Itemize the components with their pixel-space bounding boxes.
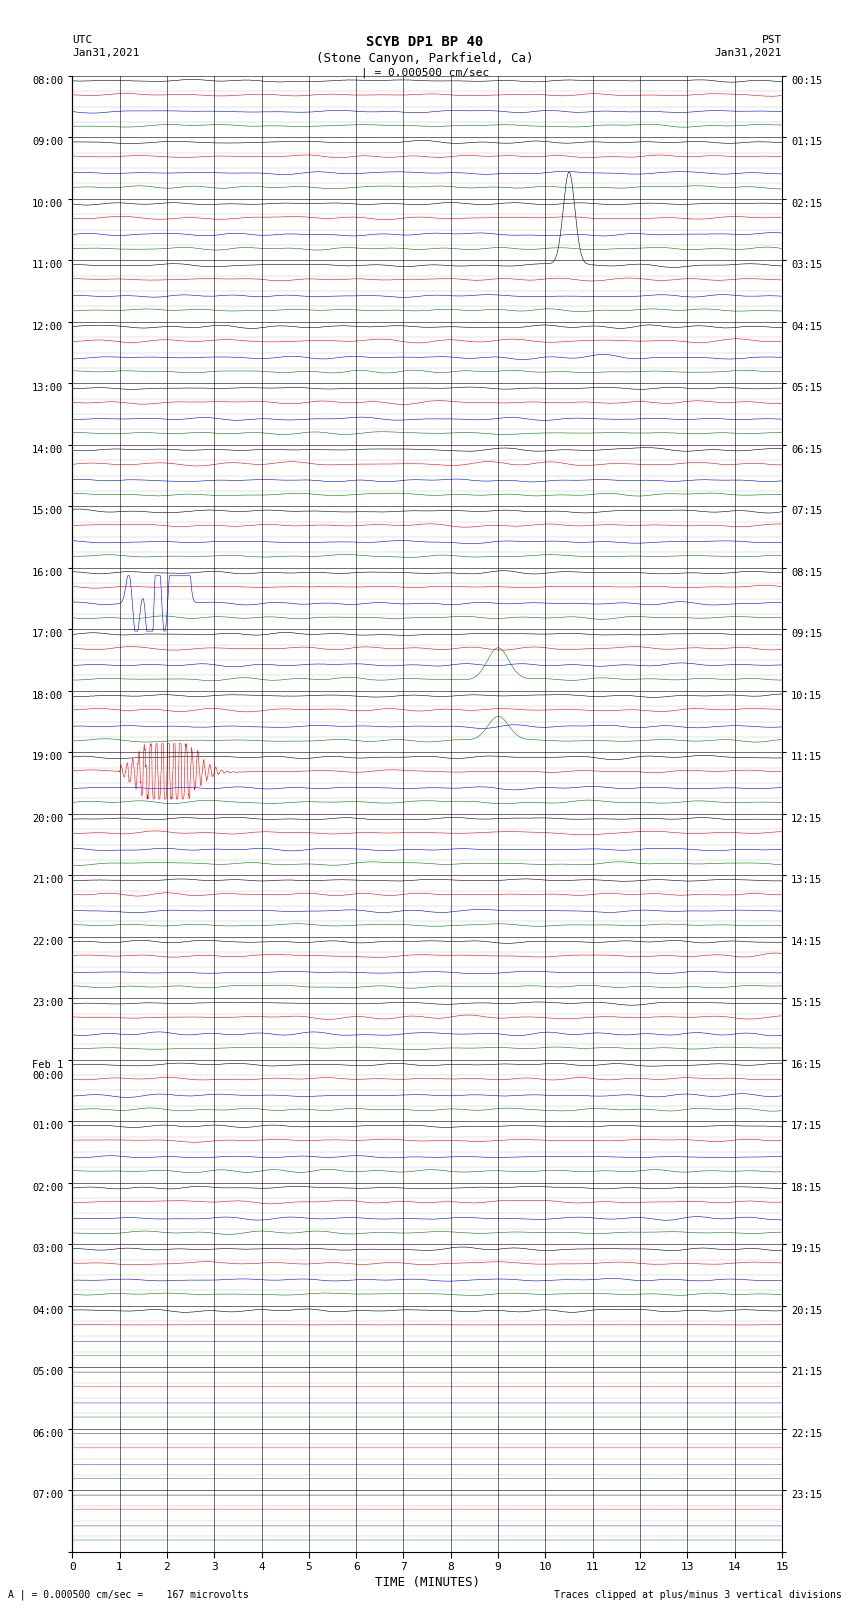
Text: PST: PST — [762, 35, 782, 45]
Text: Jan31,2021: Jan31,2021 — [715, 48, 782, 58]
X-axis label: TIME (MINUTES): TIME (MINUTES) — [375, 1576, 479, 1589]
Text: A | = 0.000500 cm/sec =    167 microvolts: A | = 0.000500 cm/sec = 167 microvolts — [8, 1589, 249, 1600]
Text: Jan31,2021: Jan31,2021 — [72, 48, 139, 58]
Text: (Stone Canyon, Parkfield, Ca): (Stone Canyon, Parkfield, Ca) — [316, 52, 534, 65]
Text: Traces clipped at plus/minus 3 vertical divisions: Traces clipped at plus/minus 3 vertical … — [553, 1590, 842, 1600]
Text: | = 0.000500 cm/sec: | = 0.000500 cm/sec — [361, 68, 489, 79]
Text: SCYB DP1 BP 40: SCYB DP1 BP 40 — [366, 35, 484, 50]
Text: UTC: UTC — [72, 35, 93, 45]
